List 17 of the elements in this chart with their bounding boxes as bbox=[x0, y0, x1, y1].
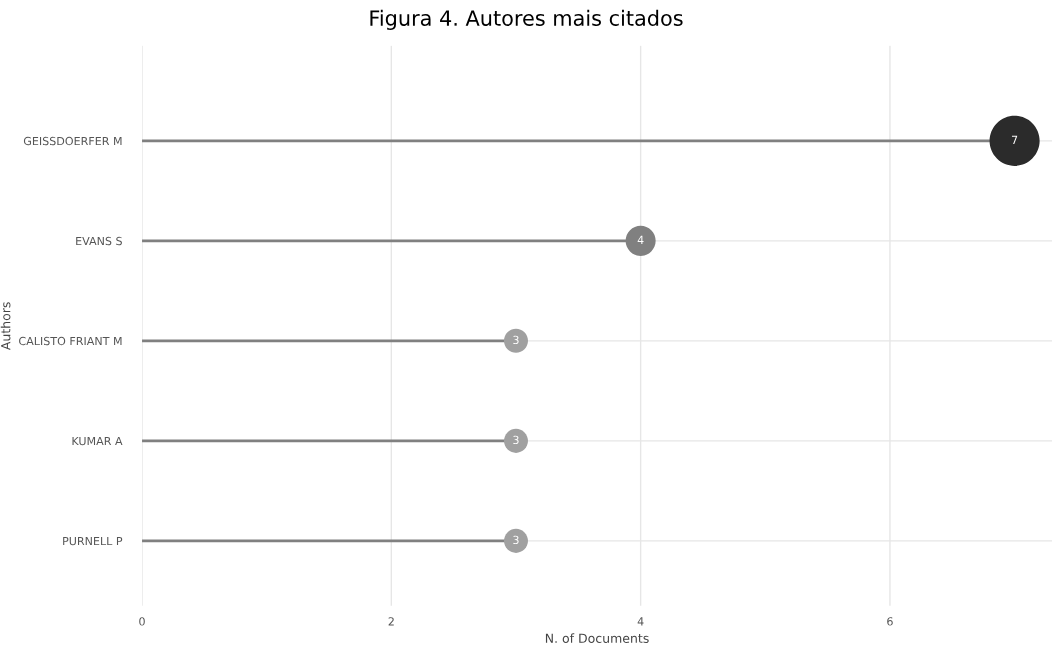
x-tick-label: 2 bbox=[388, 617, 394, 626]
x-tick-label: 0 bbox=[139, 617, 145, 626]
y-tick-label: PURNELL P bbox=[63, 536, 123, 546]
y-tick-label: GEISSDOERFER M bbox=[23, 136, 122, 146]
data-label: 3 bbox=[513, 435, 519, 445]
data-label: 3 bbox=[513, 335, 519, 345]
x-tick-label: 4 bbox=[637, 617, 644, 626]
y-tick-label: CALISTO FRIANT M bbox=[19, 336, 122, 346]
data-label: 3 bbox=[513, 535, 519, 545]
y-tick-label: EVANS S bbox=[76, 236, 122, 246]
chart-title: Figura 4. Autores mais citados bbox=[370, 9, 683, 30]
y-axis-title: Authors bbox=[0, 302, 11, 351]
x-tick-label: 6 bbox=[887, 617, 893, 626]
data-label: 7 bbox=[1011, 135, 1018, 144]
data-label: 4 bbox=[637, 235, 644, 244]
y-tick-label: KUMAR A bbox=[72, 436, 123, 446]
x-axis-title: N. of Documents bbox=[545, 633, 649, 643]
